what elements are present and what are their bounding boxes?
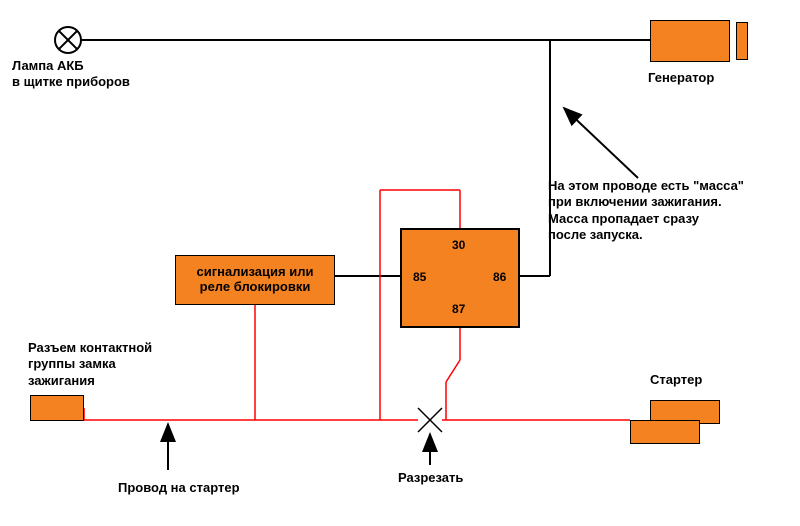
relay-pin-86-label: 86 [493, 270, 506, 285]
cut-symbol-icon [418, 408, 442, 432]
relay-pin-30-label: 30 [452, 238, 465, 253]
relay-pin-85-label: 85 [413, 270, 426, 285]
alarm-label-line2: реле блокировки [176, 279, 334, 294]
relay-pin-87-label: 87 [452, 302, 465, 317]
generator-label: Генератор [648, 70, 714, 86]
starter-box-bottom [630, 420, 700, 444]
note-text: На этом проводе есть "масса"при включени… [548, 178, 788, 243]
lamp-icon [55, 27, 81, 53]
ignition-connector-box [30, 395, 84, 421]
generator-box [650, 20, 730, 62]
ignition-connector-label: Разъем контактнойгруппы замказажигания [28, 340, 208, 389]
starter-wire-label: Провод на стартер [118, 480, 240, 496]
starter-label: Стартер [650, 372, 702, 388]
cut-label: Разрезать [398, 470, 463, 486]
alarm-box: сигнализация или реле блокировки [175, 255, 335, 305]
alarm-label-line1: сигнализация или [176, 264, 334, 279]
lamp-label: Лампа АКБв щитке приборов [12, 58, 172, 91]
generator-side-box [736, 22, 748, 60]
